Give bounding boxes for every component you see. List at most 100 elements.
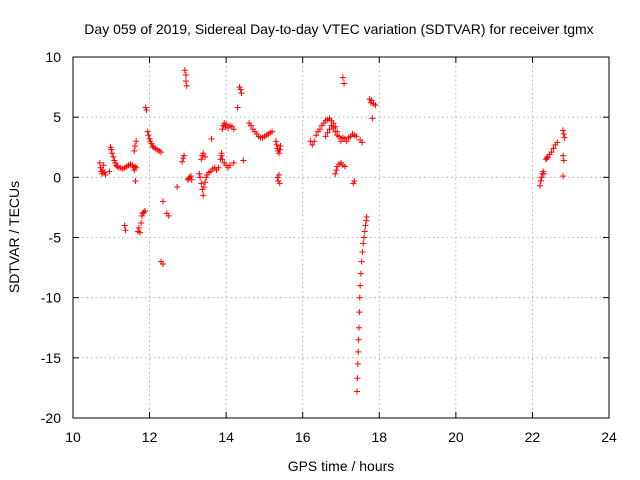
data-point: [182, 78, 189, 85]
data-point: [140, 209, 147, 216]
data-point: [275, 150, 282, 157]
data-point: [96, 159, 103, 166]
data-points: [96, 67, 568, 395]
data-point: [188, 176, 195, 183]
data-point: [234, 104, 241, 111]
data-point: [560, 157, 567, 164]
data-point: [132, 163, 139, 170]
data-point: [102, 171, 109, 178]
data-point: [368, 97, 375, 104]
data-point: [200, 150, 207, 157]
data-point: [273, 141, 280, 148]
data-point: [355, 324, 362, 331]
x-tick-label: 14: [218, 429, 234, 445]
data-point: [554, 139, 561, 146]
data-point: [197, 174, 204, 181]
data-point: [372, 102, 379, 109]
data-point: [143, 106, 150, 113]
data-point: [275, 171, 282, 178]
x-tick-label: 16: [295, 429, 311, 445]
x-tick-label: 18: [371, 429, 387, 445]
data-point: [354, 360, 361, 367]
data-point: [200, 183, 207, 190]
data-point: [343, 138, 350, 145]
data-point: [311, 138, 318, 145]
data-point: [560, 152, 567, 159]
data-point: [219, 126, 226, 133]
data-point: [158, 149, 165, 156]
data-point: [359, 248, 366, 255]
data-point: [324, 129, 331, 136]
data-point: [560, 131, 567, 138]
y-tick-label: 10: [45, 49, 61, 65]
data-point: [198, 156, 205, 163]
data-point: [341, 163, 348, 170]
data-point: [110, 153, 117, 160]
data-point: [272, 138, 279, 145]
x-tick-label: 12: [142, 429, 158, 445]
data-point: [174, 183, 181, 190]
data-point: [341, 80, 348, 87]
data-point: [145, 132, 152, 139]
data-point: [316, 126, 323, 133]
data-point: [354, 388, 361, 395]
y-tick-label: 5: [53, 109, 61, 125]
y-tick-label: -20: [41, 410, 61, 426]
data-point: [226, 162, 233, 169]
data-point: [137, 229, 143, 236]
data-point: [109, 150, 116, 157]
data-point: [198, 180, 205, 187]
x-axis-title: GPS time / hours: [288, 458, 395, 474]
x-tick-label: 20: [448, 429, 464, 445]
data-point: [223, 121, 230, 128]
data-point: [181, 152, 188, 159]
data-point: [322, 133, 329, 140]
data-point: [351, 177, 358, 184]
data-point: [277, 143, 284, 150]
data-point: [106, 168, 113, 175]
data-point: [326, 126, 333, 133]
data-point: [159, 260, 166, 267]
data-point: [361, 228, 368, 235]
data-point: [159, 198, 166, 205]
data-point: [133, 164, 140, 171]
data-point: [237, 86, 244, 93]
y-tick-label: 0: [53, 169, 61, 185]
data-point: [355, 348, 362, 355]
data-point: [332, 170, 339, 177]
data-point: [537, 177, 544, 184]
data-point: [121, 222, 128, 229]
x-tick-label: 10: [65, 429, 81, 445]
data-point: [165, 212, 172, 219]
data-point: [182, 72, 189, 79]
data-point: [179, 158, 186, 165]
data-point: [230, 126, 237, 133]
data-point: [363, 214, 370, 221]
data-point: [369, 115, 376, 122]
data-point: [187, 173, 194, 180]
data-point: [543, 155, 550, 162]
data-point: [144, 128, 151, 135]
data-point: [218, 152, 225, 159]
data-point: [362, 222, 369, 229]
data-point: [358, 258, 365, 265]
data-point: [238, 90, 245, 97]
data-point: [330, 124, 337, 131]
data-point: [131, 147, 138, 154]
data-point: [215, 164, 222, 171]
x-tick-label: 24: [601, 429, 617, 445]
data-point: [202, 153, 209, 160]
data-point: [196, 170, 203, 177]
data-point: [133, 138, 140, 145]
data-point: [548, 149, 555, 156]
grid: [73, 57, 609, 418]
data-point: [230, 159, 237, 166]
data-point: [360, 234, 367, 241]
data-point: [353, 133, 360, 140]
data-point: [183, 82, 190, 89]
data-point: [141, 208, 148, 215]
data-point: [269, 128, 276, 135]
chart-title: Day 059 of 2019, Sidereal Day-to-day VTE…: [84, 21, 593, 37]
data-point: [181, 67, 188, 74]
data-point: [540, 170, 547, 177]
